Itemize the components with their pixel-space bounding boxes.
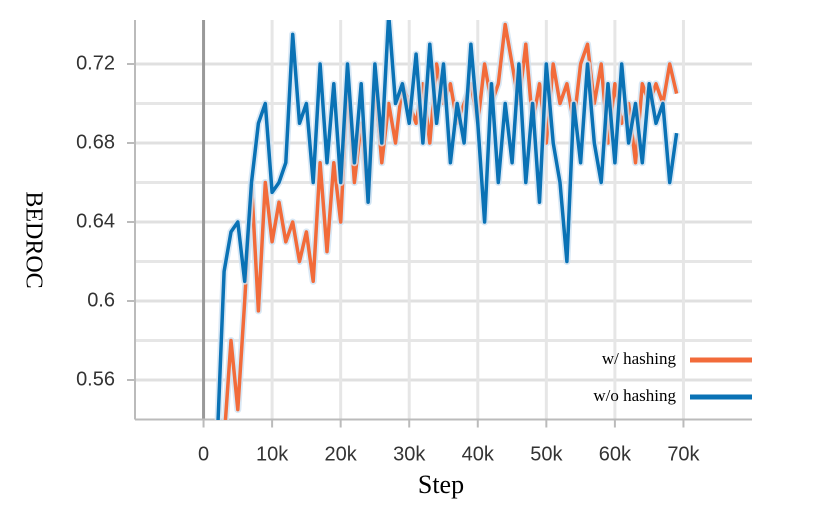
y-tick-label: 0.72 <box>76 52 115 74</box>
x-tick-label: 20k <box>325 443 358 465</box>
y-tick-label: 0.56 <box>76 368 115 390</box>
x-tick-label: 60k <box>599 443 632 465</box>
y-tick-label: 0.64 <box>76 210 115 232</box>
x-tick-label: 10k <box>256 443 289 465</box>
y-tick-label: 0.68 <box>76 131 115 153</box>
x-tick-label: 40k <box>462 443 495 465</box>
line <box>216 20 679 420</box>
x-tick-label: 50k <box>530 443 563 465</box>
y-tick-label: 0.6 <box>87 289 115 311</box>
x-tick-label: 30k <box>393 443 426 465</box>
plot-area <box>214 20 681 420</box>
line <box>223 22 679 420</box>
x-tick-label: 0 <box>198 443 209 465</box>
legend-label: w/ hashing <box>602 349 677 368</box>
x-axis-label: Step <box>418 470 464 499</box>
y-axis-label: BEDROC <box>20 191 46 288</box>
x-tick-label: 70k <box>667 443 700 465</box>
legend-label: w/o hashing <box>593 386 676 405</box>
